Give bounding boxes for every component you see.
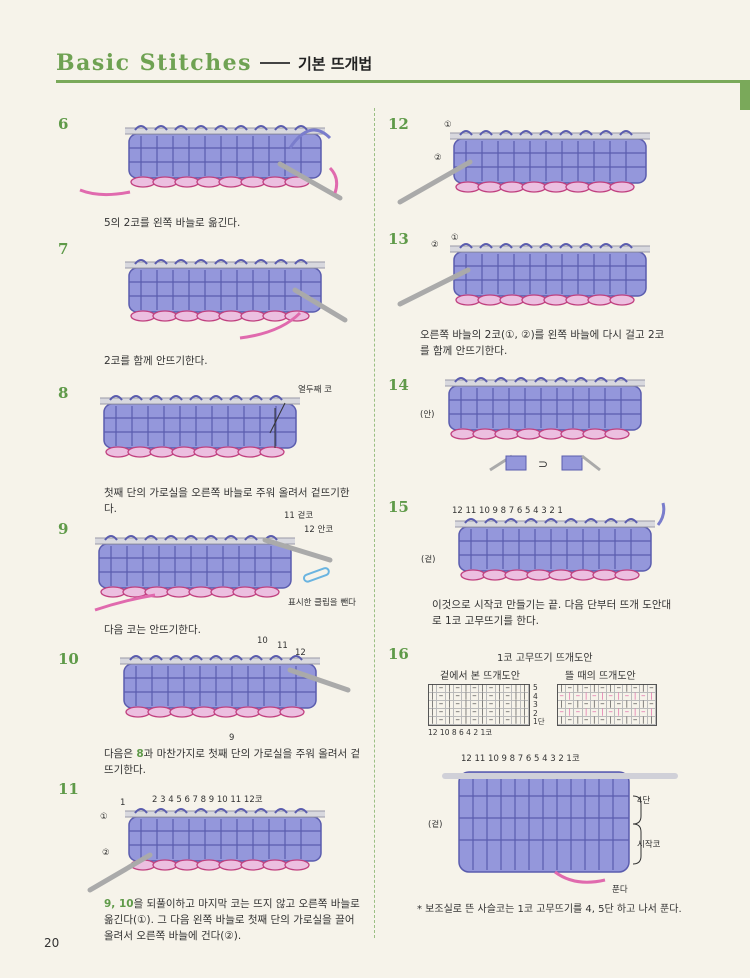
step-10-illustration (120, 655, 351, 718)
svg-text:⊃: ⊃ (538, 457, 548, 471)
step-12-illustration (397, 129, 650, 205)
step-9-illustration (94, 534, 333, 612)
step-16-label-rows: 4단 (637, 796, 651, 806)
page-number: 20 (44, 936, 60, 950)
step-7-illustration (125, 259, 348, 340)
step-9-label-12: 12 안코 (304, 525, 334, 535)
header-title-ko: 기본 뜨개법 (298, 54, 373, 73)
step-13-mark2: ② (431, 240, 439, 250)
chart-title: 1코 고무뜨기 뜨개도안 (497, 653, 593, 664)
step-16-label-cast: 시작코 (637, 840, 661, 850)
chart-row-labels: 5 4 3 2 1단 (533, 683, 545, 727)
step-11-number: 11 (58, 780, 79, 798)
step-8-number: 8 (58, 384, 69, 402)
step-10-caption: 다음은 8과 마찬가지로 첫째 단의 가로실을 주워 올려서 겉뜨기한다. (104, 748, 361, 776)
step-10-number: 10 (58, 650, 79, 668)
step-11-numbers: 2 3 4 5 6 7 8 9 10 11 12코 (152, 795, 263, 805)
step-15-numbers: 12 11 10 9 8 7 6 5 4 3 2 1 (452, 506, 563, 516)
step-16-numbers: 12 11 10 9 8 7 6 5 4 3 2 1코 (461, 754, 580, 764)
step-13-mark1: ① (451, 233, 459, 243)
step-12-number: 12 (388, 115, 409, 133)
step-6-illustration (79, 125, 343, 201)
header-dash (260, 62, 290, 64)
step-16-number: 16 (388, 645, 409, 663)
chart-bottom-numbers: 12 10 8 6 4 2 1코 (428, 728, 493, 737)
step-12-mark2: ② (434, 153, 442, 163)
step-14-number: 14 (388, 376, 409, 394)
step-8-caption: 첫째 단의 가로실을 오른쪽 바늘로 주워 올려서 겉뜨기한다. (104, 487, 350, 515)
step-6-number: 6 (58, 115, 69, 133)
step-13-number: 13 (388, 230, 409, 248)
page-header: Basic Stitches 기본 뜨개법 (56, 46, 372, 80)
step-14-illustration: ⊃ (445, 377, 645, 472)
step-10-n9: 9 (229, 733, 235, 743)
step-13-caption: 오른쪽 바늘의 2코(①, ②)를 왼쪽 바늘에 다시 걸고 2코를 함께 안뜨… (420, 329, 665, 357)
step-11-caption: 9, 10을 되풀이하고 마지막 코는 뜨지 않고 오른쪽 바늘로 옮긴다(①)… (104, 898, 360, 942)
step-6-caption: 5의 2코를 왼쪽 바늘로 옮긴다. (104, 217, 241, 229)
step-11-illustration (87, 807, 325, 893)
step-9-clip-label: 표시한 클립을 뺀다 (288, 598, 356, 608)
chart-left-title: 겉에서 본 뜨개도안 (440, 671, 520, 682)
step-8-label: 열두째 코 (298, 385, 332, 395)
step-15-illustration (455, 502, 666, 581)
header-title-en: Basic Stitches (56, 50, 252, 76)
step-9-number: 9 (58, 520, 69, 538)
step-8-illustration (100, 395, 300, 458)
knit-chart-working: | − | − | − | − | − | − − | − | − | − | − | − | | − | − | − | − | − | − −… (557, 684, 657, 726)
step-7-number: 7 (58, 240, 69, 258)
knit-chart-front: | − | − | − | − | − | | | − | − | − | − | − | | | − | − | − | − | − | | |… (428, 684, 530, 726)
step-10-n12: 12 (295, 648, 306, 658)
step-16-label-front: (겉) (428, 820, 443, 830)
step-12-mark1: ① (444, 120, 452, 130)
step-16-label-undo: 푼다 (612, 885, 628, 895)
step-15-caption: 이것으로 시작코 만들기는 끝. 다음 단부터 뜨개 도안대로 1코 고무뜨기를… (432, 599, 672, 627)
step-11-mark1: ① (100, 812, 108, 822)
step-13-illustration (397, 243, 650, 307)
step-15-label-front: (겉) (421, 555, 436, 565)
step-11-mark2: ② (102, 848, 110, 858)
edge-tab (740, 80, 750, 110)
step-16-illustration (442, 771, 678, 884)
step-16-note: * 보조실로 뜬 사슬코는 1코 고무뜨기를 4, 5단 하고 나서 푼다. (417, 904, 682, 915)
step-10-n11: 11 (277, 641, 288, 651)
column-divider (374, 108, 375, 938)
step-9-caption: 다음 코는 안뜨기한다. (104, 624, 201, 636)
step-10-n10: 10 (257, 636, 268, 646)
header-rule (56, 80, 750, 83)
step-14-label-back: (안) (420, 410, 435, 420)
step-7-caption: 2코를 함께 안뜨기한다. (104, 355, 208, 367)
step-9-label-11: 11 겉코 (284, 511, 314, 521)
step-15-number: 15 (388, 498, 409, 516)
step-11-n1: 1 (120, 798, 126, 808)
chart-right-title: 뜰 때의 뜨개도안 (565, 671, 636, 682)
